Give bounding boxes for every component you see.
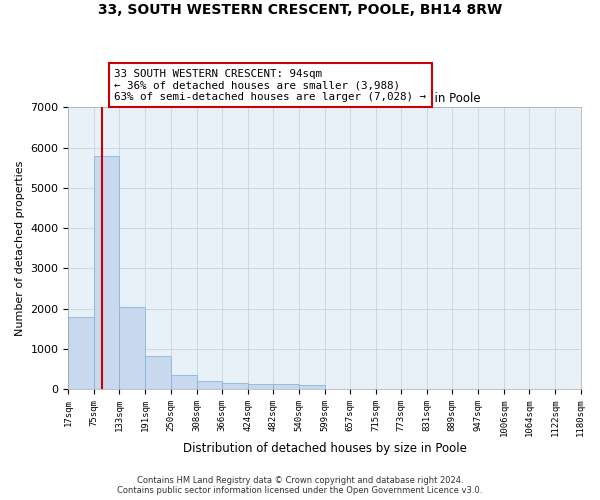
X-axis label: Distribution of detached houses by size in Poole: Distribution of detached houses by size … bbox=[182, 442, 466, 455]
Bar bbox=[68, 316, 94, 389]
Text: 33 SOUTH WESTERN CRESCENT: 94sqm
← 36% of detached houses are smaller (3,988)
63: 33 SOUTH WESTERN CRESCENT: 94sqm ← 36% o… bbox=[115, 68, 427, 102]
Bar bbox=[119, 306, 145, 389]
Text: 33, SOUTH WESTERN CRESCENT, POOLE, BH14 8RW: 33, SOUTH WESTERN CRESCENT, POOLE, BH14 … bbox=[98, 2, 502, 16]
Bar bbox=[248, 384, 273, 389]
Bar bbox=[299, 386, 325, 389]
Title: Size of property relative to detached houses in Poole: Size of property relative to detached ho… bbox=[168, 92, 481, 105]
Bar bbox=[171, 376, 197, 389]
Bar bbox=[222, 384, 248, 389]
Y-axis label: Number of detached properties: Number of detached properties bbox=[15, 160, 25, 336]
Bar bbox=[197, 382, 222, 389]
Bar bbox=[273, 384, 299, 389]
Bar bbox=[145, 356, 171, 389]
Bar bbox=[94, 156, 119, 389]
Text: Contains HM Land Registry data © Crown copyright and database right 2024.
Contai: Contains HM Land Registry data © Crown c… bbox=[118, 476, 482, 495]
